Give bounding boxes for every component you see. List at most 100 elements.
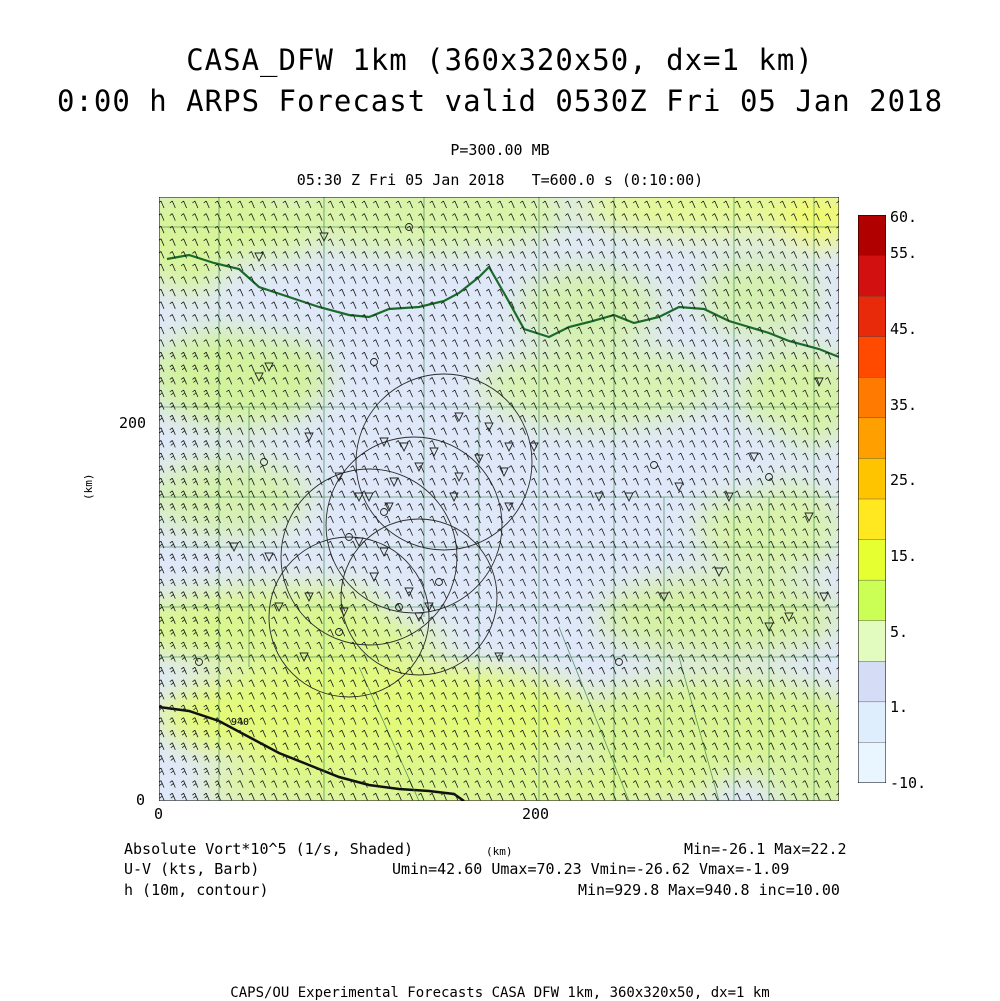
station-triangle (804, 512, 814, 523)
station-triangle (764, 622, 774, 633)
station-markers (195, 223, 829, 666)
station-circle (395, 603, 403, 611)
station-triangle (724, 492, 734, 503)
station-circle (615, 658, 623, 666)
y-tick-0: 0 (136, 791, 146, 809)
colorbar (858, 215, 886, 783)
wind-barb-field (159, 200, 839, 801)
station-circle (370, 358, 378, 366)
colorbar-cell (858, 295, 886, 338)
colorbar-cell (858, 620, 886, 662)
station-triangle (354, 537, 364, 548)
station-triangle (414, 462, 424, 473)
station-triangle (334, 472, 344, 483)
station-circle (195, 658, 203, 666)
station-triangle (474, 454, 484, 465)
cbar-label-minus10: -10. (890, 774, 927, 792)
legend-vorticity-minmax: Min=-26.1 Max=22.2 (684, 840, 847, 858)
cbar-label-15: 15. (890, 547, 918, 565)
colorbar-cell (858, 255, 886, 297)
station-triangle (504, 442, 514, 453)
cbar-label-35: 35. (890, 396, 918, 414)
station-triangle (274, 602, 284, 613)
x-axis-label: (km) (486, 845, 513, 858)
station-triangle (499, 467, 509, 478)
station-triangle (364, 492, 374, 503)
title-line-1: CASA_DFW 1km (360x320x50, dx=1 km) (186, 43, 814, 77)
station-triangle (659, 592, 669, 603)
colorbar-cell (858, 336, 886, 378)
legend-field-wind: U-V (kts, Barb) (124, 860, 260, 878)
station-triangle (429, 447, 439, 458)
legend-field-height: h (10m, contour) (124, 881, 269, 899)
colorbar-cell (858, 539, 886, 581)
y-tick-200: 200 (119, 414, 147, 432)
colorbar-cell (858, 458, 886, 500)
pressure-level: P=300.00 MB (450, 141, 550, 159)
station-circle (765, 473, 773, 481)
station-triangle (319, 232, 329, 243)
station-circle (335, 628, 343, 636)
station-triangle (379, 547, 389, 558)
colorbar-cell (858, 417, 886, 460)
station-triangle (819, 592, 829, 603)
x-tick-0: 0 (154, 805, 164, 823)
station-triangle (384, 502, 394, 513)
station-triangle (369, 572, 379, 583)
colorbar-cell (858, 661, 886, 703)
station-triangle (454, 472, 464, 483)
station-triangle (404, 587, 414, 598)
station-triangle (529, 442, 539, 453)
map-plot: 940 (159, 197, 839, 801)
x-tick-200: 200 (522, 805, 550, 823)
station-triangle (264, 552, 274, 563)
colorbar-cell (858, 377, 886, 419)
y-axis-label: (km) (82, 473, 95, 501)
station-circle (345, 533, 353, 541)
station-triangle (454, 412, 464, 423)
station-triangle (624, 492, 634, 503)
station-triangle (814, 377, 824, 388)
station-triangle (254, 372, 264, 383)
station-circle (435, 578, 443, 586)
station-triangle (414, 612, 424, 623)
wind-barbs (159, 200, 839, 801)
station-triangle (304, 592, 314, 603)
legend-field-vorticity: Absolute Vort*10^5 (1/s, Shaded) (124, 840, 413, 858)
station-triangle (594, 492, 604, 503)
station-triangle (299, 652, 309, 663)
station-triangle (254, 252, 264, 263)
station-triangle (784, 612, 794, 623)
station-triangle (424, 602, 434, 613)
station-triangle (484, 422, 494, 433)
station-triangle (304, 432, 314, 443)
station-triangle (389, 477, 399, 488)
station-triangle (449, 492, 459, 503)
station-circle (380, 508, 388, 516)
station-triangle (714, 567, 724, 578)
colorbar-cell (858, 579, 886, 622)
station-triangle (354, 492, 364, 503)
station-triangle (264, 362, 274, 373)
station-circle (260, 458, 268, 466)
cbar-label-5: 5. (890, 623, 909, 641)
station-triangle (749, 452, 759, 463)
title-line-2: 0:00 h ARPS Forecast valid 0530Z Fri 05 … (56, 84, 944, 118)
cbar-label-55: 55. (890, 244, 918, 262)
colorbar-cell (858, 215, 886, 257)
station-circle (405, 223, 413, 231)
station-circle (650, 461, 658, 469)
contour-label: 940 (231, 717, 249, 728)
station-triangle (494, 652, 504, 663)
valid-time: 05:30 Z Fri 05 Jan 2018 T=600.0 s (0:10:… (296, 171, 704, 189)
cbar-label-60: 60. (890, 208, 918, 226)
station-triangle (339, 607, 349, 618)
station-triangle (504, 502, 514, 513)
cbar-label-45: 45. (890, 320, 918, 338)
cbar-label-25: 25. (890, 471, 918, 489)
radar-range-rings (268, 373, 533, 698)
colorbar-cell (858, 498, 886, 541)
station-triangle (399, 442, 409, 453)
cbar-label-1: 1. (890, 698, 909, 716)
colorbar-cell (858, 742, 886, 783)
